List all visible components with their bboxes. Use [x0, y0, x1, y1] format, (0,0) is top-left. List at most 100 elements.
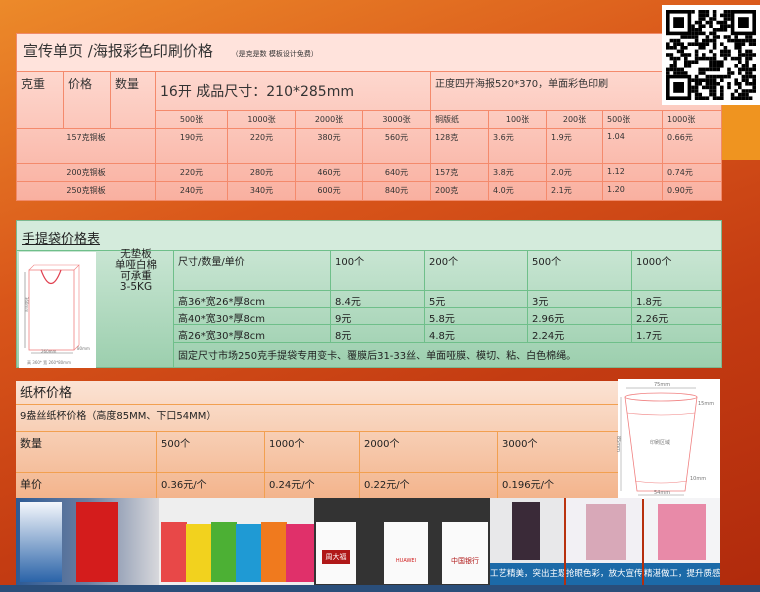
bottom-bar — [0, 585, 760, 592]
paper-type-cell: 200克铜板 — [17, 164, 156, 182]
bag-column-header: 200个 — [425, 251, 528, 291]
bag-price-cell: 9元 — [331, 308, 425, 325]
bag-desc-line: 可承重 — [120, 270, 152, 282]
flyer-title-row: 宣传单页 /海报彩色印刷价格 （是克是数 模板设计免费） — [17, 34, 721, 72]
cup-qty-cell: 3000个 — [498, 432, 618, 473]
paper-type-cell: 250克铜板 — [17, 182, 156, 201]
bag-outline-icon — [24, 264, 80, 354]
bag-desc-line: 无垫板 — [120, 248, 152, 260]
cup-brand-huawei: HUAWEI — [384, 522, 428, 584]
poster-column-header: 1000张 — [663, 111, 721, 129]
decor-block — [722, 105, 760, 160]
bag-price-cell: 5.8元 — [425, 308, 528, 325]
photo-caption: 工艺精美，突出主题 — [490, 563, 564, 585]
cup-price-cell: 0.36元/个 — [157, 473, 265, 498]
bag-title-row: 手提袋价格表 — [17, 221, 721, 251]
qr-code-icon — [666, 10, 756, 100]
cup-outline-icon — [620, 387, 698, 496]
cup-top-label: 75mm — [654, 382, 671, 388]
bag-price-cell: 1.8元 — [632, 291, 721, 308]
cup-price-label: 单价 — [16, 473, 157, 498]
price-cell: 280元 — [228, 164, 296, 182]
cup-qty-cell: 1000个 — [265, 432, 360, 473]
bag-price-cell: 4.8元 — [425, 325, 528, 343]
price-cell: 560元 — [363, 129, 431, 164]
cup-price-table: 纸杯价格 9盎丝纸杯价格（高度85MM、下口54MM） 数量 单价 500个 1000… — [16, 381, 618, 498]
header-qty: 数量 — [111, 72, 156, 129]
bag-footer-note: 固定尺寸市场250克手提袋专用变卡、覆膜后31-33丝、单面哑膜、模切、粘、白色… — [173, 343, 721, 368]
bag-price-cell: 3元 — [528, 291, 632, 308]
cup-print-area-label: 印刷区域 — [650, 440, 671, 446]
poster-price-cell: 1.12 — [603, 164, 663, 182]
price-cell: 600元 — [296, 182, 363, 201]
bag-price-cell: 8.4元 — [331, 291, 425, 308]
photo-print-1: 工艺精美，突出主题 — [490, 498, 564, 585]
header-weight: 克重 — [17, 72, 64, 129]
flyer-note: （是克是数 模板设计免费） — [231, 50, 318, 58]
poster-price-cell: 0.66元 — [663, 129, 721, 164]
bag-desc-line: 单哑白棉 — [115, 259, 157, 271]
price-cell: 460元 — [296, 164, 363, 182]
bag-title: 手提袋价格表 — [22, 232, 101, 247]
poster-price-cell: 128克 — [431, 129, 489, 164]
price-cell: 840元 — [363, 182, 431, 201]
poster-price-cell: 1.9元 — [547, 129, 603, 164]
cup-price-cell: 0.22元/个 — [360, 473, 498, 498]
poster-price-cell: 157克 — [431, 164, 489, 182]
cup-bottom-label: 54mm — [654, 490, 671, 496]
flyer-title: 宣传单页 /海报彩色印刷价格 — [23, 42, 213, 60]
price-cell: 340元 — [228, 182, 296, 201]
cup-brand-boc: 中国银行 — [442, 522, 488, 584]
poster-price-cell: 200克 — [431, 182, 489, 201]
photo-print-3: 精湛做工，提升质感 — [644, 498, 720, 585]
poster-column-header: 100张 — [489, 111, 547, 129]
bag-column-header: 尺寸/数量/单价 — [173, 251, 331, 291]
cup-qty-cell: 2000个 — [360, 432, 498, 473]
qty-column-header: 2000张 — [296, 111, 363, 129]
cup-height-label: 85mm — [615, 435, 622, 453]
photo-nonwoven-bags — [159, 498, 314, 585]
qty-column-header: 3000张 — [363, 111, 431, 129]
bag-price-cell: 5元 — [425, 291, 528, 308]
cup-title: 纸杯价格 — [16, 381, 618, 405]
poster-price-cell: 2.0元 — [547, 164, 603, 182]
cup-price-cell: 0.196元/个 — [502, 480, 554, 491]
poster-column-header: 铜版纸 — [431, 111, 489, 129]
cup-qty-cell: 500个 — [157, 432, 265, 473]
price-cell: 220元 — [228, 129, 296, 164]
bag-price-cell: 高26*宽30*厚8cm — [173, 325, 331, 343]
cup-diagram: 75mm 15mm 85mm 印刷区域 10mm 54mm — [615, 379, 720, 499]
qr-code — [662, 5, 760, 105]
poster-column-header: 200张 — [547, 111, 603, 129]
bag-price-cell: 2.96元 — [528, 308, 632, 325]
bag-column-header: 1000个 — [632, 251, 721, 291]
cup-subtitle: 9盎丝纸杯价格（高度85MM、下口54MM） — [16, 405, 618, 432]
price-cell: 640元 — [363, 164, 431, 182]
bag-price-cell: 高40*宽30*厚8cm — [173, 308, 331, 325]
photo-gift-bags — [16, 498, 159, 585]
cup-rim-label: 15mm — [698, 401, 715, 407]
poster-price-cell: 4.0元 — [489, 182, 547, 201]
poster-price-cell: 1.04 — [603, 129, 663, 164]
price-cell: 240元 — [156, 182, 228, 201]
poster-column-header: 500张 — [603, 111, 663, 129]
photo-caption: 精湛做工，提升质感 — [644, 563, 720, 585]
bag-price-table: 手提袋价格表 260mm 360mm 80mm 高 360* 宽 260*80m… — [16, 220, 722, 368]
price-cell: 380元 — [296, 129, 363, 164]
bag-price-cell: 2.24元 — [528, 325, 632, 343]
bag-column-header: 500个 — [528, 251, 632, 291]
photo-paper-cups: 周大福 HUAWEI 中国银行 — [314, 498, 490, 585]
bag-price-cell: 2.26元 — [632, 308, 721, 325]
cup-band-label: 10mm — [690, 476, 707, 482]
poster-price-cell: 1.20 — [603, 182, 663, 201]
bag-height-label: 360mm — [24, 296, 30, 313]
bag-description: 无垫板 单哑白棉 可承重 3-5KG — [99, 249, 173, 293]
qty-column-header: 1000张 — [228, 111, 296, 129]
bag-desc-line: 3-5KG — [119, 281, 153, 293]
header-poster: 正度四开海报520*370，单面彩色印刷 — [431, 72, 721, 111]
flyer-price-table: 宣传单页 /海报彩色印刷价格 （是克是数 模板设计免费） 克重 价格 数量 16… — [16, 33, 722, 201]
bag-diagram: 260mm 360mm 80mm 高 360* 宽 260*80mm — [19, 252, 96, 368]
qty-column-header: 500张 — [156, 111, 228, 129]
poster-price-cell: 3.6元 — [489, 129, 547, 164]
paper-type-cell: 157克铜板 — [17, 129, 156, 164]
